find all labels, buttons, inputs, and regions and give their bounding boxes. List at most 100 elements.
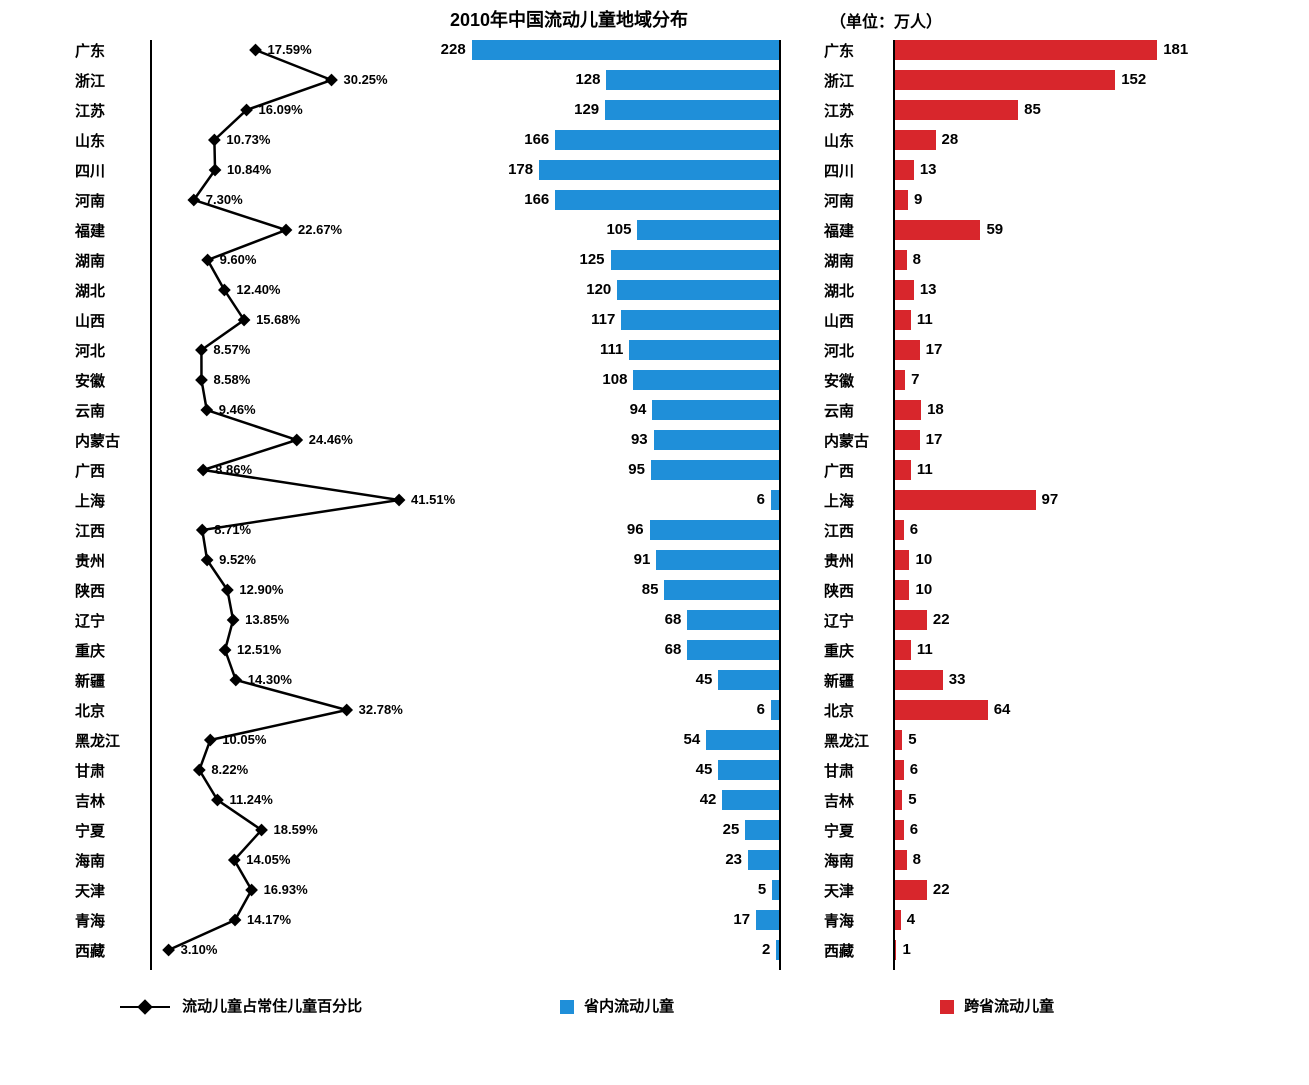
province-mid-label: 西藏 <box>824 940 854 961</box>
province-mid-label: 广西 <box>824 460 854 481</box>
province-mid-label: 河北 <box>824 340 854 361</box>
red-bar <box>895 640 911 660</box>
red-bar <box>895 250 907 270</box>
blue-bar <box>605 100 779 120</box>
red-value-label: 22 <box>933 611 950 628</box>
red-value-label: 85 <box>1024 101 1041 118</box>
red-bar <box>895 490 1036 510</box>
red-value-label: 11 <box>917 461 933 478</box>
blue-bar <box>718 760 779 780</box>
percent-value-label: 30.25% <box>344 72 388 87</box>
percent-value-label: 8.86% <box>215 462 252 477</box>
blue-value-label: 178 <box>508 161 533 178</box>
blue-axis-line <box>779 40 781 970</box>
red-bar <box>895 400 921 420</box>
red-value-label: 11 <box>917 311 933 328</box>
red-value-label: 97 <box>1042 491 1059 508</box>
red-value-label: 22 <box>933 881 950 898</box>
blue-bar <box>687 610 779 630</box>
red-bar <box>895 430 920 450</box>
percent-value-label: 9.46% <box>219 402 256 417</box>
blue-bar <box>772 880 779 900</box>
blue-value-label: 25 <box>723 821 740 838</box>
legend-percent: 流动儿童占常住儿童百分比 <box>120 995 362 1016</box>
blue-bar <box>651 460 779 480</box>
legend-red-swatch <box>940 1000 954 1014</box>
red-bar <box>895 730 902 750</box>
red-value-label: 4 <box>907 911 915 928</box>
red-bar <box>895 370 905 390</box>
red-value-label: 9 <box>914 191 922 208</box>
legend-blue-swatch <box>560 1000 574 1014</box>
red-value-label: 8 <box>913 851 921 868</box>
province-mid-label: 黑龙江 <box>824 730 869 751</box>
percent-value-label: 13.85% <box>245 612 289 627</box>
red-value-label: 13 <box>920 281 937 298</box>
legend-red: 跨省流动儿童 <box>940 995 1054 1016</box>
red-value-label: 5 <box>908 791 916 808</box>
province-mid-label: 福建 <box>824 220 854 241</box>
blue-bar <box>756 910 779 930</box>
red-value-label: 5 <box>908 731 916 748</box>
red-bar <box>895 910 901 930</box>
percent-value-label: 7.30% <box>206 192 243 207</box>
legend-blue: 省内流动儿童 <box>560 995 674 1016</box>
red-axis-line <box>893 40 895 970</box>
percent-value-label: 12.90% <box>239 582 283 597</box>
blue-bar <box>771 700 779 720</box>
blue-bar <box>656 550 779 570</box>
blue-value-label: 95 <box>628 461 645 478</box>
percent-value-label: 8.58% <box>213 372 250 387</box>
red-value-label: 33 <box>949 671 966 688</box>
red-bar <box>895 550 909 570</box>
province-mid-label: 宁夏 <box>824 820 854 841</box>
red-value-label: 181 <box>1163 41 1188 58</box>
line-axis <box>150 40 152 970</box>
red-bar <box>895 760 904 780</box>
blue-value-label: 54 <box>684 731 701 748</box>
province-mid-label: 新疆 <box>824 670 854 691</box>
blue-value-label: 42 <box>700 791 717 808</box>
province-mid-label: 湖南 <box>824 250 854 271</box>
blue-bar <box>650 520 779 540</box>
blue-bar <box>706 730 779 750</box>
province-mid-label: 青海 <box>824 910 854 931</box>
province-mid-label: 上海 <box>824 490 854 511</box>
province-mid-label: 辽宁 <box>824 610 854 631</box>
legend-blue-label: 省内流动儿童 <box>584 998 674 1015</box>
blue-bar <box>606 70 779 90</box>
province-mid-label: 甘肃 <box>824 760 854 781</box>
province-mid-label: 山东 <box>824 130 854 151</box>
legend-red-label: 跨省流动儿童 <box>964 998 1054 1015</box>
red-bar <box>895 70 1115 90</box>
red-bar <box>895 100 1018 120</box>
blue-value-label: 91 <box>634 551 651 568</box>
blue-value-label: 94 <box>630 401 647 418</box>
province-mid-label: 内蒙古 <box>824 430 869 451</box>
red-bar <box>895 790 902 810</box>
province-mid-label: 广东 <box>824 40 854 61</box>
red-bar <box>895 130 936 150</box>
red-bar <box>895 460 911 480</box>
blue-value-label: 125 <box>580 251 605 268</box>
blue-bar <box>687 640 779 660</box>
red-bar <box>895 700 988 720</box>
province-mid-label: 贵州 <box>824 550 854 571</box>
blue-value-label: 45 <box>696 671 713 688</box>
blue-bar <box>555 190 779 210</box>
blue-bar <box>472 40 779 60</box>
red-value-label: 11 <box>917 641 933 658</box>
percent-value-label: 8.71% <box>214 522 251 537</box>
red-value-label: 152 <box>1121 71 1146 88</box>
blue-value-label: 45 <box>696 761 713 778</box>
province-mid-label: 陕西 <box>824 580 854 601</box>
percent-value-label: 24.46% <box>309 432 353 447</box>
percent-value-label: 12.51% <box>237 642 281 657</box>
legend-percent-label: 流动儿童占常住儿童百分比 <box>182 998 362 1015</box>
red-bar <box>895 160 914 180</box>
blue-bar <box>633 370 779 390</box>
percent-value-label: 12.40% <box>236 282 280 297</box>
percent-value-label: 41.51% <box>411 492 455 507</box>
blue-bar <box>745 820 779 840</box>
province-mid-label: 河南 <box>824 190 854 211</box>
